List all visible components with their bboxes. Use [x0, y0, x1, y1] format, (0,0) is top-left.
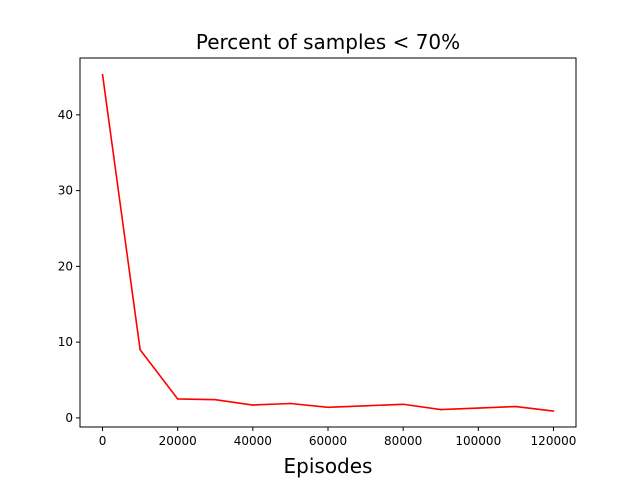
data-point — [364, 404, 367, 407]
x-tick-label: 60000 — [309, 434, 347, 448]
data-point — [139, 348, 141, 351]
x-tick-label: 80000 — [384, 434, 422, 448]
y-tick-label: 10 — [58, 335, 73, 349]
y-tick-label: 40 — [58, 108, 73, 122]
data-point — [289, 402, 292, 405]
y-tick-label: 0 — [65, 411, 73, 425]
chart-title: Percent of samples < 70% — [196, 30, 460, 54]
data-point — [439, 408, 442, 411]
data-point — [101, 73, 104, 76]
data-point — [515, 405, 517, 408]
x-tick-label: 20000 — [159, 434, 197, 448]
plot-area — [101, 73, 555, 412]
x-tick-label: 120000 — [531, 434, 577, 448]
data-point — [477, 407, 480, 409]
data-point — [552, 410, 555, 412]
data-point — [214, 398, 217, 401]
x-axis-label: Episodes — [284, 454, 373, 478]
x-tick-label: 100000 — [455, 434, 501, 448]
data-point — [327, 406, 329, 409]
data-point — [252, 404, 254, 406]
data-point — [402, 403, 404, 406]
x-tick-label: 0 — [99, 434, 107, 448]
y-tick-label: 20 — [58, 259, 73, 273]
x-tick-label: 40000 — [234, 434, 272, 448]
data-point — [176, 398, 179, 400]
y-tick-label: 30 — [58, 184, 73, 198]
